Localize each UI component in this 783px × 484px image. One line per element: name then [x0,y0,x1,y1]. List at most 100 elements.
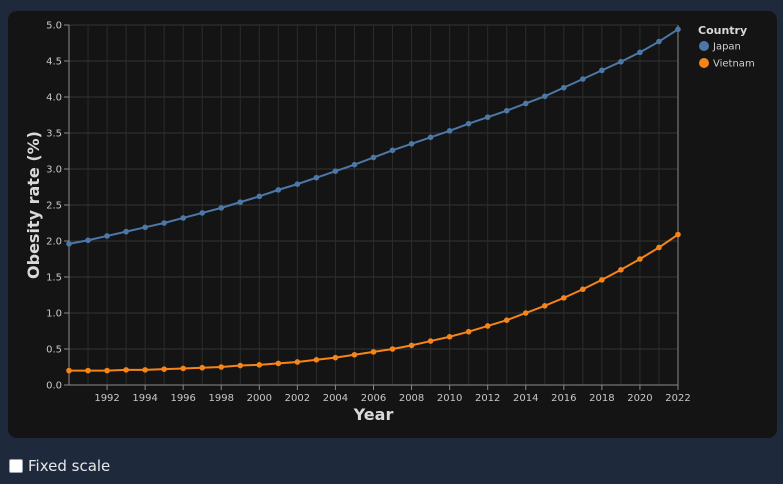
data-point-japan[interactable] [580,76,586,82]
data-point-japan[interactable] [637,49,643,56]
data-point-vietnam[interactable] [237,362,244,369]
data-point-japan[interactable] [66,241,72,247]
data-point-vietnam[interactable] [599,277,605,283]
data-point-japan[interactable] [294,181,301,187]
series-layer [66,26,681,374]
data-point-japan[interactable] [199,210,206,216]
x-tick-label: 2000 [247,393,272,404]
data-point-japan[interactable] [351,161,358,168]
legend-label-japan: Japan [712,42,741,53]
data-point-vietnam[interactable] [294,359,301,365]
fixed-scale-checkbox-box[interactable] [9,459,23,473]
data-point-vietnam[interactable] [218,364,225,370]
data-point-japan[interactable] [275,187,282,193]
data-point-vietnam[interactable] [332,354,339,361]
legend: Country Japan Vietnam [698,24,755,70]
data-point-vietnam[interactable] [541,303,548,309]
data-point-japan[interactable] [618,58,624,65]
data-point-japan[interactable] [675,26,681,33]
data-point-japan[interactable] [656,38,662,45]
data-point-vietnam[interactable] [465,328,472,335]
data-point-vietnam[interactable] [580,286,586,293]
data-point-japan[interactable] [599,67,605,74]
data-point-vietnam[interactable] [351,351,358,358]
data-point-japan[interactable] [85,237,91,244]
data-point-japan[interactable] [484,114,491,120]
data-point-vietnam[interactable] [427,338,434,344]
legend-title: Country [698,24,747,37]
data-point-vietnam[interactable] [313,357,320,363]
x-tick-label: 2012 [475,393,500,404]
data-point-vietnam[interactable] [656,244,662,251]
data-point-japan[interactable] [104,233,110,239]
y-tick-label: 2.5 [46,201,62,212]
x-tick-label: 1994 [132,393,157,404]
x-tick-label: 2004 [323,393,348,404]
data-point-vietnam[interactable] [561,295,567,301]
data-point-vietnam[interactable] [408,342,415,349]
data-point-japan[interactable] [218,205,225,211]
data-point-vietnam[interactable] [199,364,206,371]
data-point-vietnam[interactable] [275,360,282,367]
fixed-scale-checkbox[interactable]: Fixed scale [9,456,110,476]
data-point-vietnam[interactable] [142,367,148,373]
data-point-vietnam[interactable] [389,346,396,352]
y-tick-label: 4.0 [46,93,62,104]
x-axis-title: Year [353,405,394,424]
x-tick-label: 2018 [589,393,614,404]
data-point-vietnam[interactable] [503,317,510,324]
chart-card: 0.0 0.5 1.0 1.5 2.0 2.5 3.0 3.5 4.0 4.5 5.0 1992 199… [8,11,777,438]
data-point-japan[interactable] [332,168,339,174]
data-point-japan[interactable] [161,220,167,226]
data-point-japan[interactable] [237,199,244,205]
x-tick-label: 2022 [665,393,690,404]
data-point-japan[interactable] [389,147,396,154]
data-point-japan[interactable] [313,174,320,181]
x-tick-label: 2014 [513,393,538,404]
data-point-vietnam[interactable] [180,365,186,372]
data-point-vietnam[interactable] [675,231,681,238]
x-tick-label: 2016 [551,393,576,404]
y-tick-label: 1.0 [46,309,62,320]
data-point-japan[interactable] [408,141,415,147]
data-point-vietnam[interactable] [370,349,377,355]
data-point-japan[interactable] [503,107,510,114]
data-point-vietnam[interactable] [85,367,91,374]
y-tick-label: 3.5 [46,129,62,140]
data-point-vietnam[interactable] [123,367,129,373]
legend-label-vietnam: Vietnam [713,59,755,70]
y-tick-label: 4.5 [46,57,62,68]
data-point-vietnam[interactable] [256,362,263,368]
data-point-japan[interactable] [180,215,186,221]
y-tick-label: 0.5 [46,345,62,356]
y-tick-label: 3.0 [46,165,62,176]
data-point-vietnam[interactable] [618,267,624,273]
data-point-japan[interactable] [256,193,263,200]
data-point-vietnam[interactable] [446,333,453,340]
data-point-vietnam[interactable] [66,367,72,374]
grid-lines [68,24,679,386]
data-point-japan[interactable] [370,154,377,161]
x-tick-label: 2006 [361,393,386,404]
legend-swatch-vietnam [699,58,709,68]
data-point-vietnam[interactable] [484,323,491,329]
data-point-japan[interactable] [123,228,129,235]
data-point-japan[interactable] [561,84,567,91]
data-point-japan[interactable] [522,100,529,107]
x-tick-label: 1992 [94,393,119,404]
data-point-japan[interactable] [446,128,453,134]
y-tick-label: 5.0 [46,21,62,32]
x-tick-label: 2010 [437,393,462,404]
data-point-vietnam[interactable] [104,367,110,374]
data-point-japan[interactable] [142,224,148,231]
x-tick-label: 2008 [399,393,424,404]
y-tick-label: 1.5 [46,273,62,284]
data-point-vietnam[interactable] [161,366,167,372]
fixed-scale-label: Fixed scale [28,457,111,475]
x-tick-label: 1998 [209,393,234,404]
data-point-japan[interactable] [541,93,548,100]
data-point-vietnam[interactable] [637,256,643,262]
data-point-japan[interactable] [465,120,472,127]
data-point-vietnam[interactable] [522,310,529,316]
data-point-japan[interactable] [427,134,434,141]
